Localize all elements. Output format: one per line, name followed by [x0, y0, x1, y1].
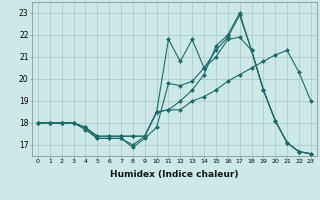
X-axis label: Humidex (Indice chaleur): Humidex (Indice chaleur) [110, 170, 239, 179]
